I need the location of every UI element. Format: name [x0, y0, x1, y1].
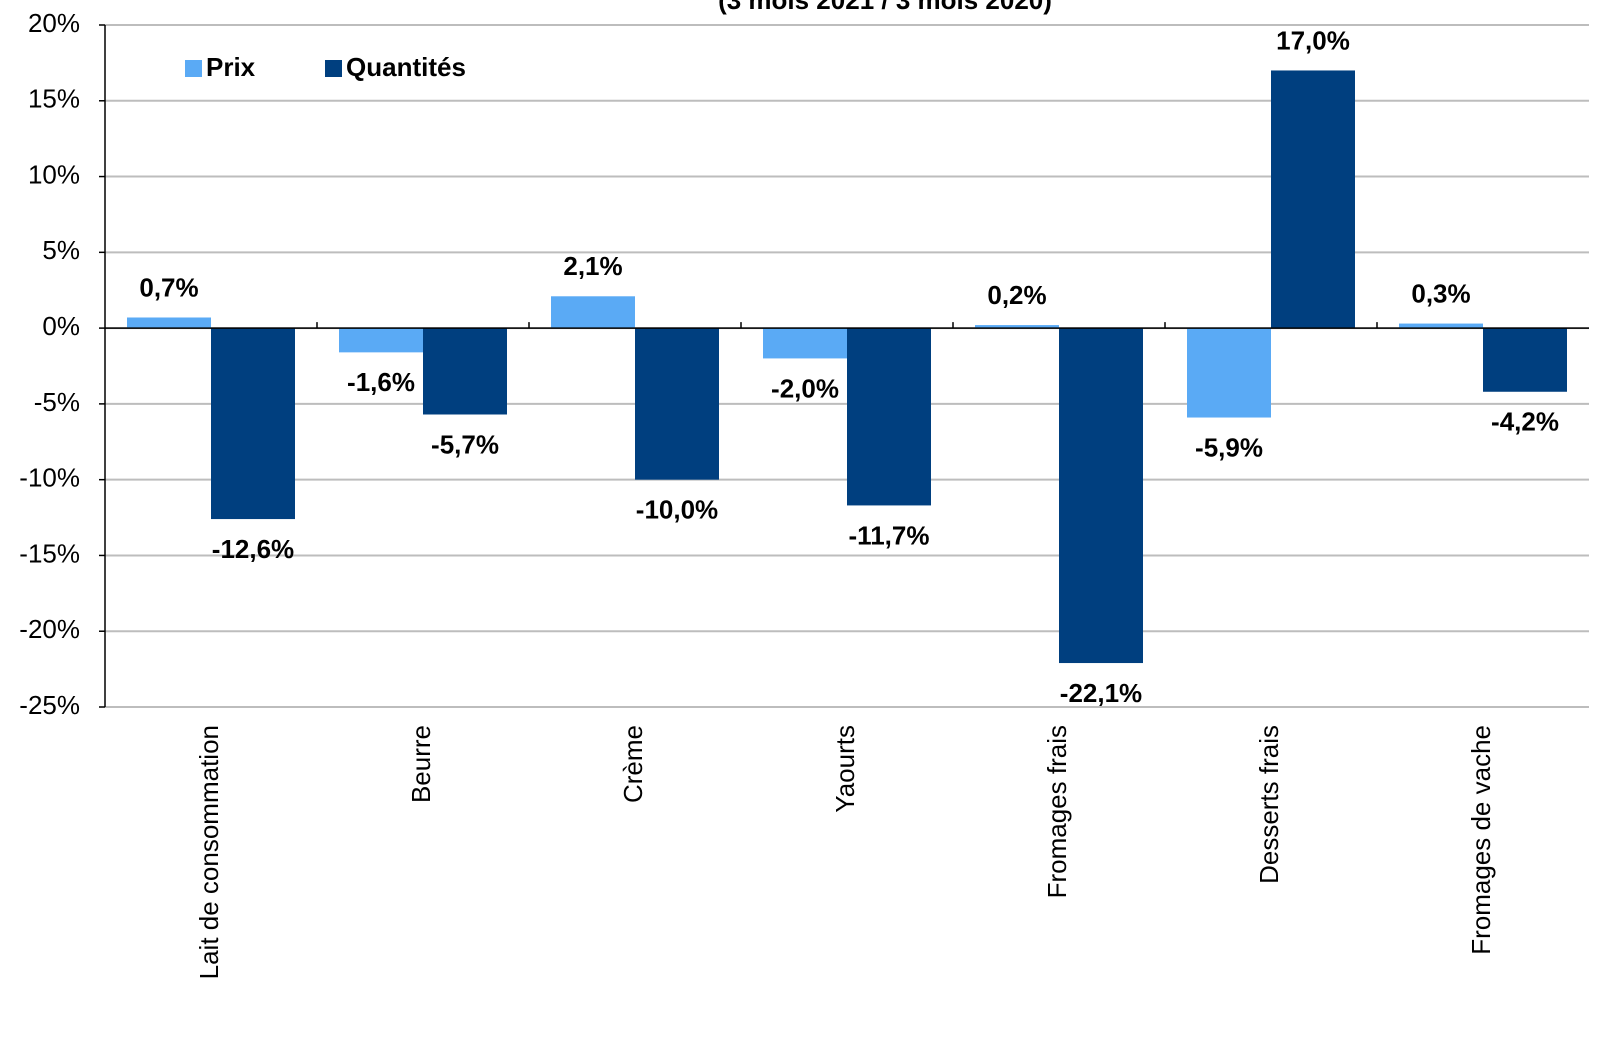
y-tick-label: -5% — [34, 387, 80, 417]
bar — [847, 328, 931, 506]
bar — [635, 328, 719, 480]
bar — [975, 325, 1059, 329]
value-label: -1,6% — [347, 367, 415, 397]
value-label: -5,9% — [1195, 432, 1263, 462]
legend-swatch — [185, 60, 202, 77]
bar — [339, 328, 423, 353]
value-label: -5,7% — [431, 429, 499, 459]
x-tick-label: Desserts frais — [1254, 725, 1284, 884]
value-label: 0,7% — [139, 272, 198, 302]
value-label: -11,7% — [849, 520, 930, 550]
x-tick-label: Yaourts — [830, 725, 860, 813]
value-label: -22,1% — [1060, 678, 1142, 708]
x-tick-label: Fromages frais — [1042, 725, 1072, 898]
chart-subtitle: (3 mois 2021 / 3 mois 2020) — [718, 0, 1052, 15]
legend-swatch — [325, 60, 342, 77]
y-tick-label: 15% — [28, 84, 80, 114]
bar — [1187, 328, 1271, 418]
y-tick-label: -15% — [19, 538, 80, 568]
legend-label: Quantités — [346, 52, 466, 82]
bar — [423, 328, 507, 415]
x-tick-label: Lait de consommation — [194, 725, 224, 979]
y-tick-label: 10% — [28, 159, 80, 189]
y-tick-label: -20% — [19, 614, 80, 644]
value-label: 0,3% — [1411, 278, 1470, 308]
y-tick-label: 5% — [42, 235, 80, 265]
bar — [127, 317, 211, 329]
value-label: -4,2% — [1491, 407, 1559, 437]
bar — [1483, 328, 1567, 392]
bar — [211, 328, 295, 520]
bar — [551, 296, 635, 329]
value-label: -10,0% — [636, 495, 718, 525]
value-label: -2,0% — [771, 373, 839, 403]
y-tick-label: 0% — [42, 311, 80, 341]
y-tick-label: 20% — [28, 8, 80, 38]
y-tick-label: -10% — [19, 463, 80, 493]
x-tick-label: Beurre — [406, 725, 436, 803]
bar — [1059, 328, 1143, 664]
value-label: -12,6% — [212, 534, 294, 564]
bar — [1399, 323, 1483, 329]
y-tick-label: -25% — [19, 690, 80, 720]
value-label: 0,2% — [987, 280, 1046, 310]
x-tick-label: Fromages de vache — [1466, 725, 1496, 955]
x-tick-label: Crème — [618, 725, 648, 803]
legend-label: Prix — [206, 52, 256, 82]
bar — [1271, 70, 1355, 329]
value-label: 17,0% — [1276, 25, 1350, 55]
bar — [763, 328, 847, 359]
value-label: 2,1% — [563, 251, 622, 281]
